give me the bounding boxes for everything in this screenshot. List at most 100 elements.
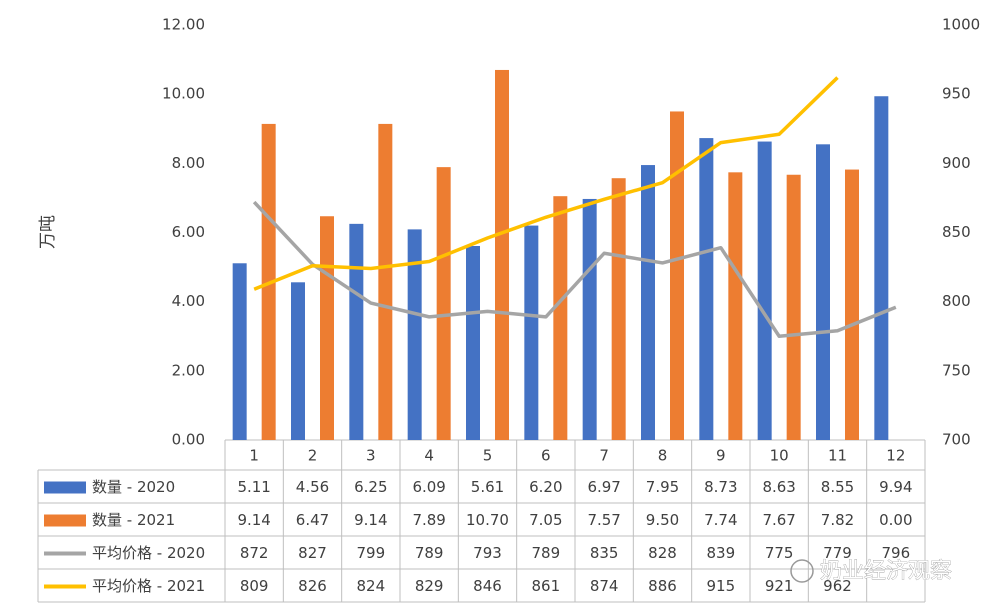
bar — [320, 216, 334, 440]
table-cell: 9.14 — [354, 511, 387, 529]
y2-tick-label: 1000 — [942, 16, 980, 34]
y-tick-label: 6.00 — [172, 223, 205, 241]
table-cell: 7.95 — [646, 478, 679, 496]
table-cell: 886 — [648, 577, 677, 595]
legend-swatch — [44, 481, 86, 494]
watermark-icon — [790, 559, 814, 583]
x-tick-label: 3 — [366, 447, 376, 465]
y-axis-label: 万吨 — [38, 215, 58, 249]
table-cell: 826 — [298, 577, 327, 595]
table-cell: 7.67 — [762, 511, 795, 529]
table-cell: 6.25 — [354, 478, 387, 496]
y2-tick-label: 950 — [942, 85, 971, 103]
bar — [436, 167, 451, 440]
table-cell: 789 — [415, 544, 444, 562]
table-cell: 796 — [882, 544, 911, 562]
bar — [757, 141, 772, 440]
table-cell: 793 — [473, 544, 502, 562]
table-cell: 835 — [590, 544, 619, 562]
bar — [699, 138, 714, 440]
bar — [349, 223, 364, 440]
bar — [466, 245, 480, 440]
x-tick-label: 11 — [828, 447, 847, 465]
table-cell: 9.94 — [879, 478, 912, 496]
bar — [816, 144, 830, 440]
table-cell: 915 — [707, 577, 736, 595]
table-cell: 6.47 — [296, 511, 329, 529]
table-cell: 8.63 — [762, 478, 795, 496]
table-cell: 789 — [532, 544, 561, 562]
x-tick-label: 8 — [658, 447, 668, 465]
y-tick-label: 8.00 — [172, 154, 205, 172]
watermark: 奶业经济观察 — [820, 559, 952, 584]
bar — [553, 196, 568, 440]
x-tick-label: 5 — [483, 447, 493, 465]
table-cell: 5.61 — [471, 478, 504, 496]
bar — [670, 111, 684, 440]
table-cell: 872 — [240, 544, 269, 562]
table-cell: 861 — [532, 577, 561, 595]
x-tick-label: 12 — [886, 447, 905, 465]
table-cell: 10.70 — [466, 511, 509, 529]
table-cell: 7.57 — [587, 511, 620, 529]
legend-label: 平均价格 - 2021 — [92, 577, 205, 595]
table-cell: 0.00 — [879, 511, 912, 529]
table-cell: 7.82 — [821, 511, 854, 529]
x-tick-label: 9 — [716, 447, 726, 465]
line — [253, 76, 839, 291]
table-cell: 799 — [357, 544, 386, 562]
y-tick-label: 10.00 — [162, 85, 205, 103]
table-cell: 828 — [648, 544, 677, 562]
table-cell: 6.09 — [412, 478, 445, 496]
table-cell: 9.50 — [646, 511, 679, 529]
bar — [611, 178, 626, 440]
table-cell: 827 — [298, 544, 327, 562]
y2-tick-label: 900 — [942, 154, 971, 172]
y2-tick-label: 700 — [942, 431, 971, 449]
bar — [582, 198, 597, 440]
bar — [407, 229, 422, 440]
bar — [874, 96, 889, 440]
table-cell: 775 — [765, 544, 794, 562]
legend-swatch — [44, 514, 86, 527]
table-cell: 846 — [473, 577, 502, 595]
table-cell: 5.11 — [237, 478, 270, 496]
bar — [495, 69, 509, 440]
table-cell: 921 — [765, 577, 794, 595]
x-tick-label: 1 — [249, 447, 259, 465]
table-cell: 8.73 — [704, 478, 737, 496]
legend-label: 数量 - 2020 — [92, 478, 175, 496]
bar — [232, 263, 247, 440]
table-cell: 839 — [707, 544, 736, 562]
legend-label: 数量 - 2021 — [92, 511, 175, 529]
y-tick-label: 4.00 — [172, 292, 205, 310]
table-cell: 9.14 — [237, 511, 270, 529]
y-tick-label: 2.00 — [172, 361, 205, 379]
x-tick-label: 2 — [308, 447, 318, 465]
table-cell: 7.89 — [412, 511, 445, 529]
bar — [291, 282, 305, 440]
x-tick-label: 10 — [770, 447, 789, 465]
x-tick-label: 7 — [599, 447, 609, 465]
bar — [728, 172, 743, 440]
y2-tick-label: 750 — [942, 361, 971, 379]
y2-tick-label: 800 — [942, 292, 971, 310]
bar — [845, 169, 859, 440]
table-cell: 7.05 — [529, 511, 562, 529]
bar — [524, 225, 539, 440]
table-cell: 824 — [357, 577, 386, 595]
table-cell: 4.56 — [296, 478, 329, 496]
y-tick-label: 12.00 — [162, 16, 205, 34]
table-cell: 7.74 — [704, 511, 737, 529]
bar — [786, 174, 801, 440]
y2-tick-label: 850 — [942, 223, 971, 241]
bar — [378, 123, 393, 441]
legend-label: 平均价格 - 2020 — [92, 544, 205, 562]
table-cell: 6.97 — [587, 478, 620, 496]
table-cell: 8.55 — [821, 478, 854, 496]
table-cell: 6.20 — [529, 478, 562, 496]
bar — [641, 165, 655, 440]
table-cell: 829 — [415, 577, 444, 595]
x-tick-label: 4 — [424, 447, 434, 465]
